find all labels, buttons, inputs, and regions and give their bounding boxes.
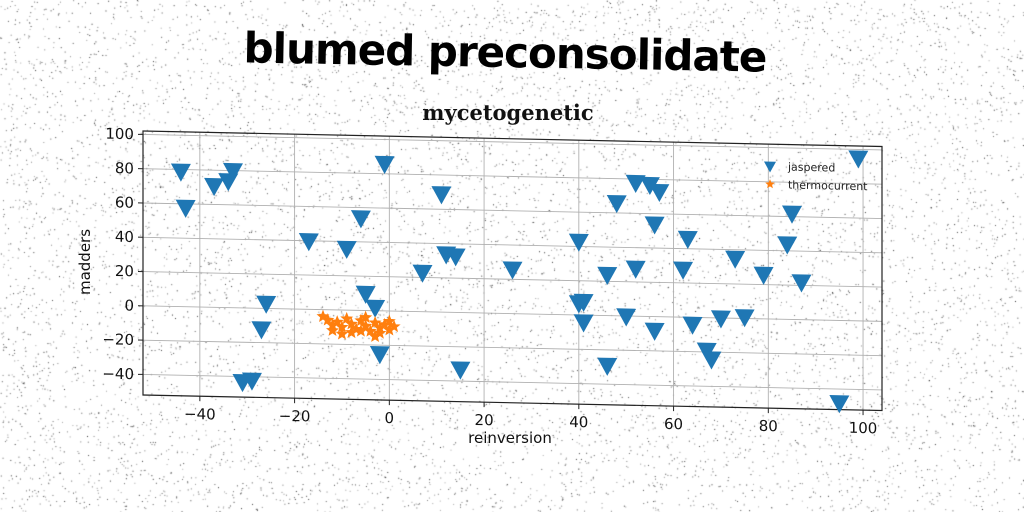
jaspered-point	[606, 194, 627, 214]
jaspered-point	[649, 183, 670, 203]
data-points	[170, 150, 869, 414]
legend-marker-thermocurrent	[765, 179, 775, 189]
jaspered-point	[753, 266, 774, 285]
x-tick-label: 20	[475, 411, 494, 429]
y-axis-label: madders	[76, 229, 94, 295]
y-tick-label: 100	[105, 125, 134, 144]
jaspered-point	[350, 210, 371, 229]
jaspered-point	[777, 236, 798, 255]
legend: jaspered thermocurrent	[764, 161, 868, 194]
axes-frame	[142, 130, 883, 412]
jaspered-point	[673, 261, 694, 280]
thermocurrent-point	[354, 324, 368, 337]
x-tick-label: 0	[385, 409, 395, 427]
y-tick-label: −40	[102, 365, 134, 384]
jaspered-point	[829, 395, 850, 414]
thermocurrent-point	[368, 329, 382, 343]
jaspered-point	[450, 361, 471, 380]
jaspered-point	[616, 308, 637, 327]
jaspered-point	[502, 261, 523, 280]
x-tick-label: 40	[569, 413, 588, 431]
jaspered-point	[431, 186, 452, 205]
y-axis-ticks: −40 −20 0 20 40 60 80 100	[102, 125, 143, 384]
jaspered-point	[374, 155, 395, 175]
jaspered-point	[597, 266, 618, 285]
y-gridline	[143, 202, 882, 219]
y-tick-label: 20	[115, 262, 134, 280]
x-tick-label: 60	[664, 415, 683, 433]
jaspered-point	[355, 285, 376, 304]
jaspered-point	[412, 264, 433, 283]
jaspered-point	[175, 199, 196, 218]
y-gridline	[143, 236, 882, 254]
jaspered-point	[701, 351, 722, 370]
thermocurrent-point	[344, 325, 358, 339]
jaspered-point	[256, 295, 277, 314]
jaspered-point	[644, 322, 665, 341]
jaspered-point	[573, 314, 594, 333]
jaspered-point	[639, 176, 660, 196]
jaspered-point	[597, 357, 618, 376]
thermocurrent-point	[316, 309, 330, 323]
jaspered-point	[170, 163, 191, 182]
chart-title: mycetogenetic	[422, 100, 593, 125]
jaspered-point	[336, 240, 357, 259]
jaspered-point	[251, 321, 272, 340]
jaspered-point	[223, 162, 244, 182]
y-tick-label: 40	[115, 228, 134, 246]
thermocurrent-point	[335, 327, 349, 340]
legend-label: jaspered	[787, 161, 835, 175]
thermocurrent-point	[330, 315, 344, 328]
x-tick-label: −20	[279, 407, 311, 426]
thermocurrent-point	[359, 319, 373, 332]
y-tick-label: 0	[124, 296, 134, 314]
jaspered-point	[625, 260, 646, 279]
jaspered-point	[298, 233, 319, 252]
thermocurrent-point	[382, 314, 396, 327]
jaspered-point	[848, 150, 869, 169]
y-tick-label: 80	[115, 159, 134, 177]
x-axis-ticks: −40 −20 0 20 40 60 80 100	[184, 396, 878, 438]
jaspered-point	[369, 345, 390, 365]
x-tick-label: 100	[849, 419, 878, 438]
jaspered-point	[232, 373, 253, 393]
y-gridline	[143, 133, 882, 151]
y-gridline	[143, 168, 882, 185]
thermocurrent-point	[359, 310, 373, 324]
jaspered-point	[573, 293, 594, 312]
legend-marker-jaspered	[764, 161, 776, 173]
jaspered-point	[791, 274, 812, 293]
jaspered-point	[218, 173, 239, 192]
jaspered-point	[568, 233, 589, 252]
thermocurrent-point	[368, 315, 382, 329]
jaspered-point	[710, 310, 731, 329]
y-tick-label: 60	[115, 193, 134, 211]
jaspered-point	[204, 177, 225, 197]
thermocurrent-point	[326, 323, 339, 337]
y-gridline	[143, 305, 882, 322]
jaspered-point	[677, 230, 698, 249]
legend-label: thermocurrent	[788, 179, 868, 194]
jaspered-point	[725, 250, 746, 269]
jaspered-point	[365, 299, 386, 318]
thermocurrent-point	[340, 311, 354, 325]
x-tick-label: −40	[184, 405, 216, 424]
grid-lines	[143, 132, 882, 411]
plot-area: −40 −20 0 20 40 60 80 100 −40 −20 0 20 40 60 80 100 ja…	[102, 125, 883, 438]
jaspered-point	[781, 205, 802, 224]
y-gridline	[143, 373, 882, 391]
x-tick-label: 80	[759, 417, 778, 435]
y-gridline	[143, 339, 882, 357]
y-tick-label: −20	[102, 330, 134, 349]
jaspered-point	[682, 316, 703, 335]
jaspered-point	[734, 309, 755, 328]
jaspered-point	[625, 174, 646, 193]
x-axis-label: reinversion	[468, 429, 552, 447]
jaspered-point	[445, 248, 466, 267]
jaspered-point	[644, 216, 665, 235]
